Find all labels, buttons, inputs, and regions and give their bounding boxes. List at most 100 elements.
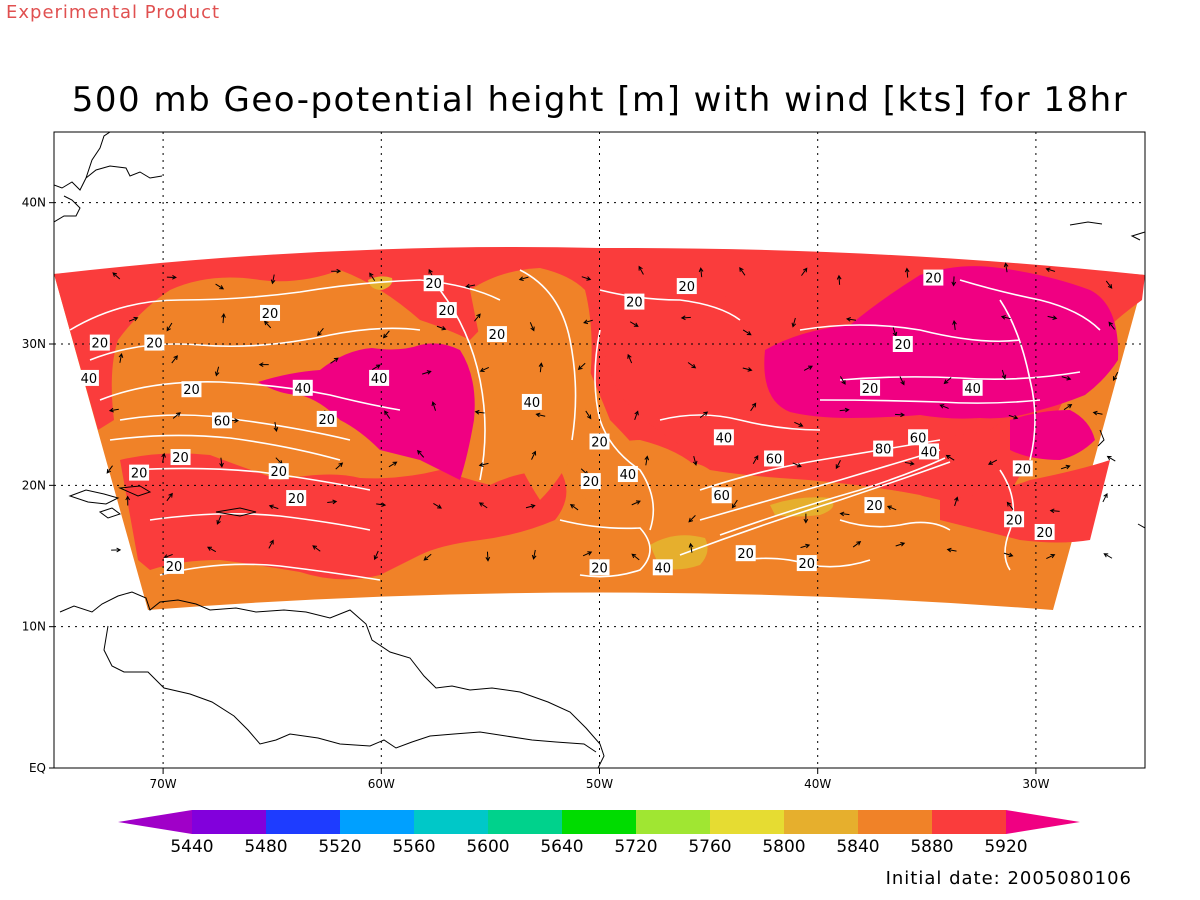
wind-arrow (221, 313, 226, 324)
wind-arrow (1049, 508, 1060, 514)
isotach-label-box (908, 429, 929, 446)
wind-arrow (1105, 280, 1113, 289)
lat-lon-grid (54, 132, 1145, 768)
isotach-label: 20 (589, 559, 610, 576)
isotach-label: 20 (923, 269, 944, 287)
wind-arrow (327, 499, 338, 505)
isotach-label: 20 (89, 334, 110, 352)
isotach-line (999, 299, 1036, 461)
wind-arrow (987, 459, 998, 465)
isotach-label: 40 (713, 429, 734, 446)
wind-arrow (1047, 315, 1058, 320)
isotach-line (719, 457, 946, 536)
wind-arrow (1006, 501, 1014, 510)
wind-arrow (731, 499, 738, 509)
lon-tick-label: 50W (586, 777, 613, 791)
isotach-label: 20 (436, 302, 457, 319)
wind-arrow (312, 545, 321, 552)
wind-arrow (583, 319, 593, 325)
isotach-label-box (369, 369, 390, 386)
wind-arrow (1003, 262, 1009, 273)
lon-tick-label: 30W (1022, 777, 1049, 791)
wind-arrow (219, 457, 224, 468)
isotach-label: 20 (260, 304, 281, 322)
lon-tick-label: 70W (150, 777, 177, 791)
wind-arrow (171, 355, 178, 364)
isotach-label: 20 (181, 381, 202, 398)
wind-arrow (791, 317, 797, 328)
wind-arrow (525, 504, 536, 509)
wind-arrow (384, 410, 391, 419)
isotach-line (129, 467, 371, 491)
wind-arrow (465, 283, 476, 289)
wind-arrow (585, 410, 592, 420)
isotach-label-text: 20 (92, 337, 109, 352)
wind-arrow (951, 276, 957, 287)
colorbar-label: 5600 (466, 837, 509, 857)
isotach-label-text: 20 (425, 277, 442, 292)
isotach-line (159, 563, 381, 581)
isotach-label: 20 (164, 557, 185, 575)
isotach-label: 40 (617, 466, 638, 483)
isotach-label-text: 40 (294, 382, 311, 397)
wind-arrow (945, 454, 955, 461)
initial-date-label: Initial date: 2005080106 (885, 868, 1132, 889)
wind-arrow (436, 325, 447, 331)
wind-arrow (644, 455, 650, 466)
isotach-label-box (652, 559, 673, 576)
experimental-product-label: Experimental Product (6, 2, 221, 23)
wind-arrow (801, 267, 808, 276)
wind-arrow (943, 377, 952, 385)
isotach-label: 20 (268, 463, 289, 480)
isotach-label-box (268, 463, 289, 480)
wind-arrow (582, 551, 593, 557)
colorbar-swatch (192, 810, 266, 834)
wind-arrow (739, 267, 746, 276)
colorbar-high-triangle (1006, 810, 1080, 834)
isotach-line (594, 329, 655, 531)
wind-arrow (750, 402, 757, 412)
isotach-label: 20 (624, 293, 645, 311)
wind-arrow (518, 276, 529, 281)
isotach-label-text: 20 (626, 296, 643, 311)
colorbar-swatch (784, 810, 858, 834)
wind-arrow (270, 274, 276, 285)
isotach-label-text: 40 (655, 561, 672, 576)
isotach-label: 20 (589, 433, 610, 451)
wind-arrows (106, 262, 1119, 562)
isotach-label-box (860, 379, 881, 396)
wind-arrow (531, 450, 537, 460)
isotach-label-text: 40 (81, 372, 98, 387)
colorbar-swatch (488, 810, 562, 834)
isotach-line (89, 327, 421, 361)
wind-arrow (108, 407, 119, 413)
isotach-label-box (713, 429, 734, 446)
isotach-label-box (144, 334, 165, 351)
colorbar-swatch (340, 810, 414, 834)
wind-arrow (417, 449, 425, 458)
isotach-label: 40 (369, 369, 390, 387)
isotach-label: 20 (1012, 460, 1033, 477)
wind-arrow (422, 370, 432, 375)
wind-arrow (529, 322, 535, 332)
isotach-label: 20 (316, 410, 337, 428)
wind-arrow (479, 366, 489, 372)
wind-arrow (128, 316, 139, 322)
isotach-label: 20 (860, 379, 881, 397)
wind-arrow (125, 495, 131, 506)
isotach-label-box (764, 450, 785, 467)
isotach-label: 20 (170, 449, 191, 466)
isotach-label-box (617, 466, 638, 483)
wind-arrow (1046, 553, 1056, 560)
isotach-contours (69, 269, 1101, 581)
wind-arrow (330, 357, 339, 364)
colorbar-swatch (414, 810, 488, 834)
isotach-label: 20 (796, 555, 817, 572)
isotach-label-box (486, 326, 507, 343)
wind-arrow (538, 362, 544, 373)
isotach-label-text: 20 (489, 328, 506, 343)
wind-arrow (1102, 493, 1108, 503)
isotach-label-text: 80 (875, 443, 892, 458)
wind-arrow (166, 492, 173, 502)
isotach-label: 20 (580, 473, 601, 490)
